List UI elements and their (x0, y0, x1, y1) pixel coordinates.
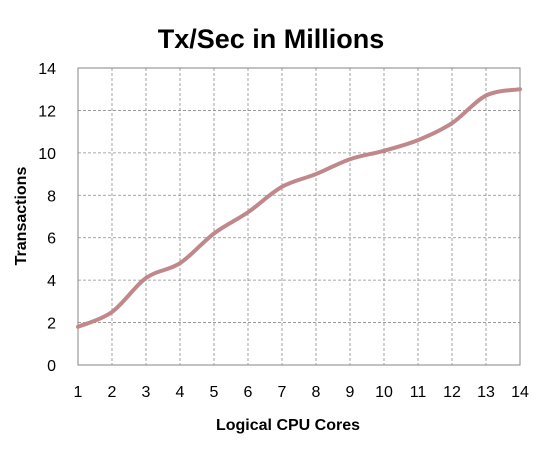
y-tick-label: 8 (47, 188, 56, 205)
x-tick-label: 10 (375, 384, 393, 401)
y-tick-label: 4 (47, 273, 56, 290)
x-tick-label: 13 (477, 384, 495, 401)
y-tick-label: 2 (47, 316, 56, 333)
y-axis-label: Transactions (13, 167, 30, 266)
x-tick-label: 9 (346, 384, 355, 401)
x-tick-label: 7 (278, 384, 287, 401)
series (76, 87, 522, 329)
x-tick-label: 8 (312, 384, 321, 401)
chart-title: Tx/Sec in Millions (158, 24, 385, 54)
plot-area (77, 67, 521, 366)
x-tick-label: 3 (142, 384, 151, 401)
x-tick-label: 11 (410, 384, 427, 401)
x-tick-label: 5 (210, 384, 219, 401)
x-tick-label: 14 (511, 384, 529, 401)
x-tick-label: 4 (176, 384, 185, 401)
y-tick-label: 12 (38, 103, 56, 120)
grid (78, 68, 520, 365)
y-tick-label: 6 (47, 231, 56, 248)
x-tick-label: 6 (244, 384, 253, 401)
x-tick-label: 12 (443, 384, 461, 401)
x-axis-label: Logical CPU Cores (216, 417, 360, 434)
series-line (76, 87, 522, 329)
y-tick-label: 10 (38, 146, 56, 163)
x-tick-label: 2 (108, 384, 117, 401)
x-tick-label: 1 (74, 384, 83, 401)
y-tick-label: 0 (47, 358, 56, 375)
y-tick-label: 14 (38, 61, 56, 78)
